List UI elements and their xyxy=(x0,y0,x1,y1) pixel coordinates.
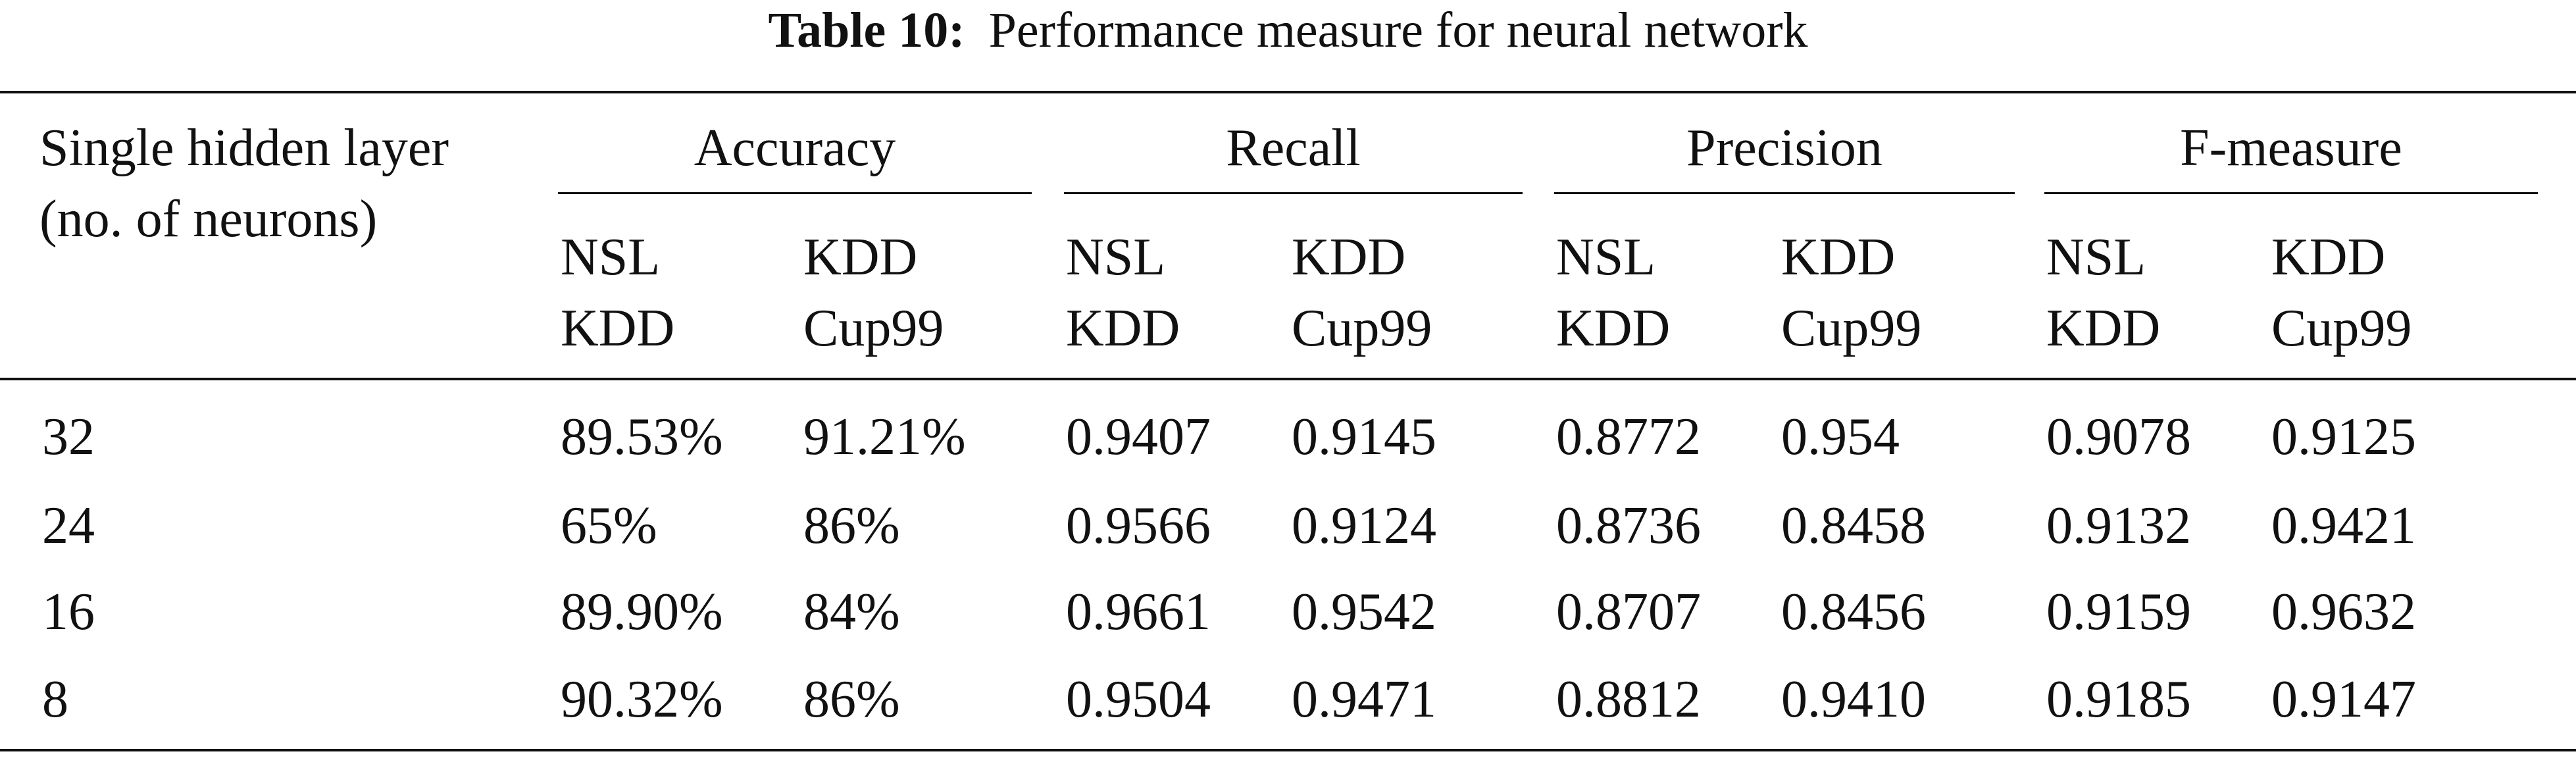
f-measure-group-rule xyxy=(2044,192,2538,194)
table-cell: 0.8707 xyxy=(1556,583,1701,641)
subheader-precision-kdd-cup99: KDD Cup99 xyxy=(1781,222,1921,364)
table-cell: 0.9145 xyxy=(1292,408,1436,466)
subheader-line: Cup99 xyxy=(1292,299,1432,357)
table-cell: 0.954 xyxy=(1781,408,1900,466)
subheader-accuracy-kdd-cup99: KDD Cup99 xyxy=(803,222,944,364)
subheader-line: NSL xyxy=(1556,228,1656,286)
table-cell: 0.8458 xyxy=(1781,497,1926,555)
table-cell: 0.8772 xyxy=(1556,408,1701,466)
table-cell: 0.9185 xyxy=(2046,671,2191,728)
table-cell: 90.32% xyxy=(561,671,723,728)
table-cell: 0.8736 xyxy=(1556,497,1701,555)
subheader-line: Cup99 xyxy=(803,299,944,357)
subheader-line: KDD xyxy=(1292,228,1406,286)
table-cell: 65% xyxy=(561,497,657,555)
subheader-line: NSL xyxy=(1066,228,1166,286)
subheader-line: KDD xyxy=(561,299,675,357)
table-cell: 0.8812 xyxy=(1556,671,1701,728)
subheader-line: Cup99 xyxy=(2271,299,2412,357)
group-header-recall: Recall xyxy=(1226,119,1361,177)
table-cell: 0.9407 xyxy=(1066,408,1211,466)
table-cell: 0.9471 xyxy=(1292,671,1436,728)
table-cell: 0.9542 xyxy=(1292,583,1436,641)
subheader-line: KDD xyxy=(803,228,918,286)
caption-label: Table 10: xyxy=(768,3,965,58)
caption-text: Performance measure for neural network xyxy=(988,3,1808,58)
subheader-line: KDD xyxy=(2046,299,2161,357)
row-neurons-cell: 8 xyxy=(42,671,68,728)
table-caption: Table 10: Performance measure for neural … xyxy=(0,0,2576,66)
table-cell: 0.9661 xyxy=(1066,583,1211,641)
table-cell: 0.9421 xyxy=(2271,497,2416,555)
row-neurons-cell: 16 xyxy=(42,583,95,641)
table-cell: 89.90% xyxy=(561,583,723,641)
row-neurons-cell: 32 xyxy=(42,408,95,466)
subheader-f-measure-kdd-cup99: KDD Cup99 xyxy=(2271,222,2412,364)
table-cell: 0.9147 xyxy=(2271,671,2416,728)
table-cell: 0.8456 xyxy=(1781,583,1926,641)
row-neurons-cell: 24 xyxy=(42,497,95,555)
table-cell: 0.9132 xyxy=(2046,497,2191,555)
subheader-line: NSL xyxy=(561,228,661,286)
group-header-precision: Precision xyxy=(1686,119,1882,177)
subheader-line: Cup99 xyxy=(1781,299,1922,357)
subheader-recall-nsl-kdd: NSL KDD xyxy=(1066,222,1180,364)
subheader-f-measure-nsl-kdd: NSL KDD xyxy=(2046,222,2160,364)
row-label-header-line2: (no. of neurons) xyxy=(39,190,378,248)
table-cell: 86% xyxy=(803,671,900,728)
table-cell: 84% xyxy=(803,583,900,641)
subheader-line: KDD xyxy=(1781,228,1896,286)
table-cell: 91.21% xyxy=(803,408,966,466)
table-cell: 0.9078 xyxy=(2046,408,2191,466)
subheader-line: NSL xyxy=(2046,228,2146,286)
table-cell: 0.9504 xyxy=(1066,671,1211,728)
table-cell: 0.9124 xyxy=(1292,497,1436,555)
table-cell: 86% xyxy=(803,497,900,555)
precision-group-rule xyxy=(1554,192,2015,194)
table-cell: 0.9159 xyxy=(2046,583,2191,641)
group-header-f-measure: F-measure xyxy=(2180,119,2402,177)
subheader-accuracy-nsl-kdd: NSL KDD xyxy=(561,222,674,364)
subheader-precision-nsl-kdd: NSL KDD xyxy=(1556,222,1670,364)
top-rule xyxy=(0,91,2576,93)
accuracy-group-rule xyxy=(558,192,1032,194)
table-cell: 0.9125 xyxy=(2271,408,2416,466)
bottom-rule xyxy=(0,749,2576,751)
table-cell: 0.9632 xyxy=(2271,583,2416,641)
table-cell: 89.53% xyxy=(561,408,723,466)
subheader-recall-kdd-cup99: KDD Cup99 xyxy=(1292,222,1432,364)
subheader-line: KDD xyxy=(1556,299,1671,357)
row-label-header-line1: Single hidden layer xyxy=(39,119,449,177)
subheader-line: KDD xyxy=(2271,228,2386,286)
recall-group-rule xyxy=(1064,192,1523,194)
row-label-header: Single hidden layer (no. of neurons) xyxy=(39,113,449,255)
subheader-line: KDD xyxy=(1066,299,1180,357)
table-cell: 0.9410 xyxy=(1781,671,1926,728)
header-bottom-rule xyxy=(0,378,2576,380)
group-header-accuracy: Accuracy xyxy=(694,119,896,177)
table-cell: 0.9566 xyxy=(1066,497,1211,555)
